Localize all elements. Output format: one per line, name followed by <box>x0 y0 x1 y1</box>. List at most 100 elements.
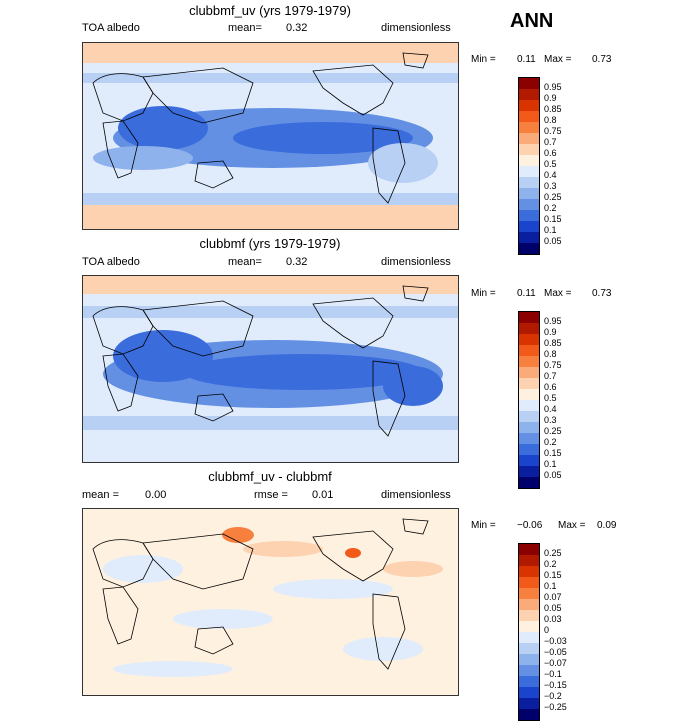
colorbar-swatch <box>519 312 539 323</box>
panel-3-colorbar-cells <box>518 543 540 721</box>
colorbar-swatch <box>519 621 539 632</box>
colorbar-tick-label: −0.2 <box>544 691 562 701</box>
panel-3-rmse-value: 0.01 <box>312 489 334 501</box>
colorbar-tick-label: 0.25 <box>544 192 562 202</box>
colorbar-swatch <box>519 345 539 356</box>
panel-3-map <box>82 508 459 696</box>
panel-2-max-label: Max = <box>544 288 572 299</box>
colorbar-tick-label: 0.5 <box>544 159 557 169</box>
colorbar-swatch <box>519 100 539 111</box>
colorbar-swatch <box>519 243 539 254</box>
colorbar-tick-label: 0.07 <box>544 592 562 602</box>
colorbar-tick-label: 0.8 <box>544 115 557 125</box>
panel-1-max-value: 0.73 <box>592 54 612 65</box>
colorbar-swatch <box>519 422 539 433</box>
colorbar-tick-label: 0.25 <box>544 426 562 436</box>
panel-3-colorbar-labels: 0.25 0.2 0.15 0.1 0.07 0.05 0.03 0 −0.03 −0.05 −0.… <box>544 548 567 713</box>
panel-3-max-value: 0.09 <box>597 520 617 531</box>
colorbar-tick-label: 0.95 <box>544 316 562 326</box>
colorbar-swatch <box>519 210 539 221</box>
colorbar-tick-label: 0.4 <box>544 404 557 414</box>
colorbar-swatch <box>519 111 539 122</box>
colorbar-swatch <box>519 544 539 555</box>
colorbar-tick-label: 0.2 <box>544 437 557 447</box>
colorbar-swatch <box>519 232 539 243</box>
colorbar-swatch <box>519 367 539 378</box>
panel-3-mean-value: 0.00 <box>145 489 167 501</box>
colorbar-tick-label: 0.05 <box>544 470 562 480</box>
panel-1-map <box>82 42 459 230</box>
colorbar-swatch <box>519 588 539 599</box>
panel-1-variable: TOA albedo <box>82 22 140 34</box>
colorbar-tick-label: 0.75 <box>544 126 562 136</box>
colorbar-swatch <box>519 654 539 665</box>
panel-2-map-field <box>83 276 458 462</box>
colorbar-swatch <box>519 555 539 566</box>
colorbar-tick-label: 0.85 <box>544 104 562 114</box>
colorbar-swatch <box>519 78 539 89</box>
colorbar-swatch <box>519 676 539 687</box>
colorbar-swatch <box>519 599 539 610</box>
colorbar-swatch <box>519 433 539 444</box>
panel-2-colorbar <box>518 311 540 489</box>
colorbar-tick-label: 0.1 <box>544 459 557 469</box>
colorbar-swatch <box>519 444 539 455</box>
colorbar-tick-label: 0.15 <box>544 570 562 580</box>
panel-1-units: dimensionless <box>381 22 451 34</box>
colorbar-swatch <box>519 400 539 411</box>
colorbar-swatch <box>519 155 539 166</box>
colorbar-tick-label: 0.2 <box>544 559 557 569</box>
colorbar-swatch <box>519 188 539 199</box>
panel-2-variable: TOA albedo <box>82 256 140 268</box>
colorbar-tick-label: 0 <box>544 625 550 635</box>
colorbar-swatch <box>519 166 539 177</box>
panel-1-colorbar-labels: 0.95 0.9 0.85 0.8 0.75 0.7 0.6 0.5 0.4 0.3 0.25 0.2… <box>544 82 562 247</box>
colorbar-swatch <box>519 643 539 654</box>
colorbar-tick-label: 0.3 <box>544 181 557 191</box>
colorbar-tick-label: 0.85 <box>544 338 562 348</box>
panel-3-units: dimensionless <box>381 489 451 501</box>
colorbar-tick-label: 0.6 <box>544 148 557 158</box>
colorbar-tick-label: 0.7 <box>544 137 557 147</box>
colorbar-tick-label: 0.05 <box>544 236 562 246</box>
colorbar-swatch <box>519 477 539 488</box>
panel-3-map-field <box>83 509 458 695</box>
colorbar-swatch <box>519 566 539 577</box>
colorbar-tick-label: −0.03 <box>544 636 567 646</box>
colorbar-swatch <box>519 632 539 643</box>
colorbar-swatch <box>519 665 539 676</box>
panel-3-rmse-label: rmse = <box>254 489 288 501</box>
colorbar-tick-label: 0.5 <box>544 393 557 403</box>
colorbar-tick-label: 0.25 <box>544 548 562 558</box>
colorbar-tick-label: −0.25 <box>544 702 567 712</box>
colorbar-swatch <box>519 466 539 477</box>
panel-3-title: clubbmf_uv - clubbmf <box>208 469 332 484</box>
colorbar-swatch <box>519 334 539 345</box>
colorbar-tick-label: −0.05 <box>544 647 567 657</box>
colorbar-tick-label: −0.1 <box>544 669 562 679</box>
panel-3-mean-label: mean = <box>82 489 119 501</box>
panel-3-colorbar <box>518 543 540 721</box>
colorbar-tick-label: 0.8 <box>544 349 557 359</box>
colorbar-swatch <box>519 577 539 588</box>
colorbar-tick-label: 0.9 <box>544 93 557 103</box>
colorbar-tick-label: 0.95 <box>544 82 562 92</box>
panel-3-min-value: −0.06 <box>517 520 543 531</box>
panel-1-colorbar <box>518 77 540 255</box>
panel-1-min-value: 0.11 <box>517 54 536 65</box>
panel-1-mean-value: 0.32 <box>286 22 308 34</box>
colorbar-tick-label: 0.6 <box>544 382 557 392</box>
colorbar-tick-label: 0.4 <box>544 170 557 180</box>
panel-1-mean-label: mean= <box>228 22 262 34</box>
panel-1-max-label: Max = <box>544 54 572 65</box>
colorbar-tick-label: −0.15 <box>544 680 567 690</box>
colorbar-swatch <box>519 389 539 400</box>
panel-1-min-label: Min = <box>471 54 496 65</box>
panel-1-map-field <box>83 43 458 229</box>
panel-2-units: dimensionless <box>381 256 451 268</box>
colorbar-swatch <box>519 122 539 133</box>
colorbar-tick-label: 0.1 <box>544 581 557 591</box>
colorbar-swatch <box>519 221 539 232</box>
colorbar-tick-label: 0.05 <box>544 603 562 613</box>
panel-1-colorbar-cells <box>518 77 540 255</box>
